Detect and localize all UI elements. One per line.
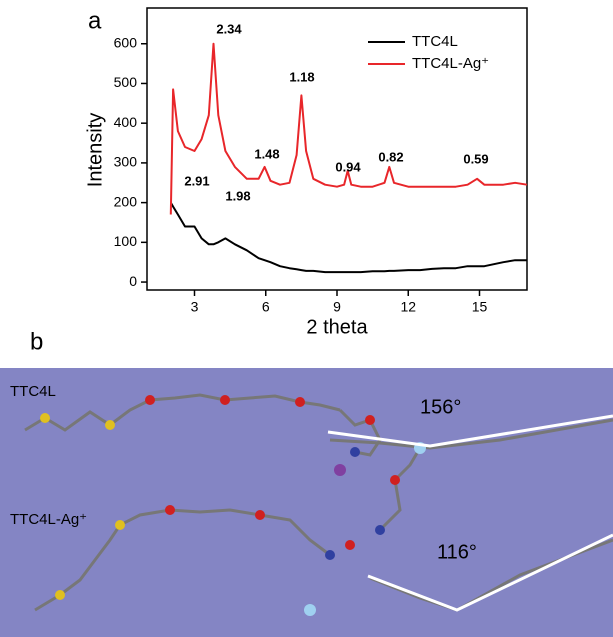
peak-label: 1.48 [254, 146, 279, 161]
peak-label: 0.59 [463, 151, 488, 166]
y-tick-label: 400 [114, 114, 138, 130]
peak-label: 0.82 [378, 149, 403, 164]
x-tick-label: 6 [262, 299, 270, 315]
data-line [169, 202, 527, 274]
x-tick-label: 12 [400, 299, 416, 315]
x-tick-label: 3 [191, 299, 199, 315]
angle-label: 156° [420, 396, 461, 418]
legend-label: TTC4L [412, 33, 458, 50]
y-axis-label: Intensity [84, 113, 106, 187]
atom [390, 475, 400, 485]
y-tick-label: 200 [114, 193, 138, 209]
y-tick-label: 300 [114, 154, 138, 170]
x-axis-label: 2 theta [306, 316, 368, 338]
atom [375, 525, 385, 535]
atom [255, 510, 265, 520]
peak-label: 2.91 [184, 173, 209, 188]
atom [350, 447, 360, 457]
peak-label: 0.94 [335, 159, 361, 174]
atoms [40, 395, 426, 616]
atom [334, 464, 346, 476]
panel-label: b [30, 328, 43, 355]
atom [165, 505, 175, 515]
y-tick-label: 600 [114, 34, 138, 50]
panel-label: a [88, 7, 102, 34]
bond-chain [24, 393, 341, 432]
angle-label: 116° [437, 541, 477, 563]
atom [115, 520, 125, 530]
angle-line [327, 414, 613, 448]
molecule-panel [0, 368, 613, 637]
peak-label: 2.34 [216, 21, 242, 36]
atom [55, 590, 65, 600]
bond-ring [338, 408, 382, 457]
atom [365, 415, 375, 425]
atom [220, 395, 230, 405]
molecule-label: TTC4L [10, 383, 56, 400]
atom [295, 397, 305, 407]
molecule-label: TTC4L-Ag⁺ [10, 511, 87, 528]
y-tick-label: 100 [114, 233, 138, 249]
atom [105, 420, 115, 430]
plot-frame [146, 7, 528, 291]
bond-chain [34, 508, 331, 612]
atom [304, 604, 316, 616]
atom [145, 395, 155, 405]
legend-label: TTC4L-Ag⁺ [412, 55, 489, 72]
data-line [169, 42, 528, 215]
bond-chain [329, 418, 613, 450]
peak-label: 1.18 [289, 69, 314, 84]
plot-area [169, 42, 528, 274]
angle-line [367, 533, 613, 612]
atom [345, 540, 355, 550]
atom [325, 550, 335, 560]
y-tick-label: 0 [129, 273, 137, 289]
y-tick-label: 500 [114, 74, 138, 90]
peak-label: 1.98 [225, 188, 250, 203]
x-tick-label: 15 [472, 299, 488, 315]
atom [40, 413, 50, 423]
x-tick-label: 9 [333, 299, 341, 315]
